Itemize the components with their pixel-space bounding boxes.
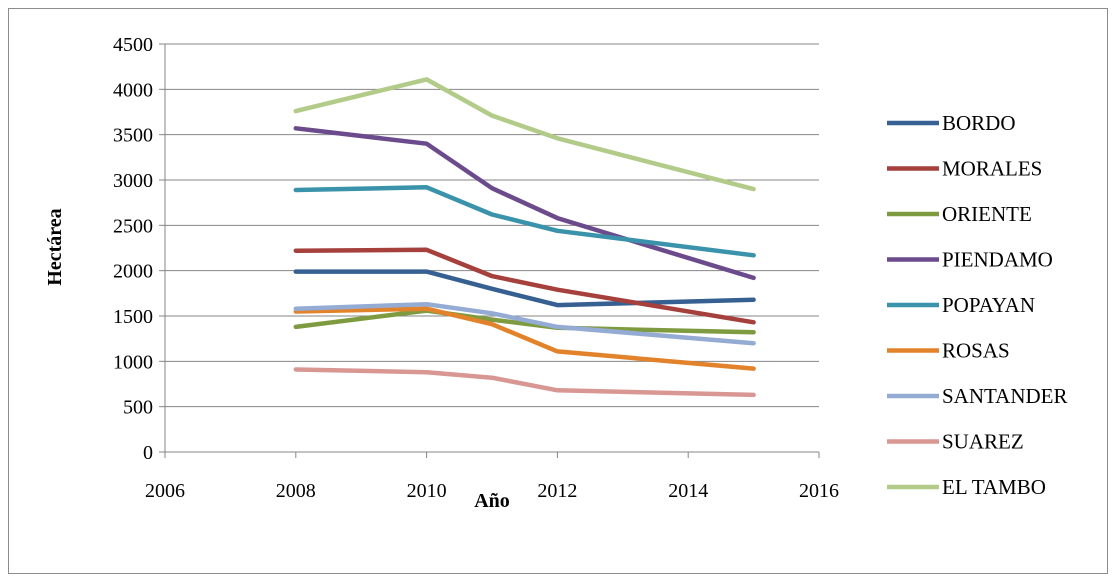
legend-label: BORDO (942, 111, 1016, 135)
x-tick-label: 2014 (668, 480, 708, 502)
series-line-el-tambo (293, 77, 756, 192)
y-tick-label: 1000 (113, 351, 153, 373)
y-tick-label: 4000 (113, 79, 153, 101)
series-line-oriente (293, 308, 756, 335)
x-tick-labels: 2006 2008 2010 2012 2014 2016 (145, 480, 839, 502)
legend-label: SUAREZ (942, 430, 1024, 454)
y-tick-label: 0 (143, 442, 153, 464)
y-tick-label: 500 (123, 397, 153, 419)
series-line-morales (293, 247, 756, 325)
series-line-rosas (293, 306, 756, 371)
y-tick-label: 3000 (113, 170, 153, 192)
line-chart: 0 500 1000 1500 2000 2500 3000 3500 4000 4500 200… (44, 34, 1068, 512)
legend-label: ROSAS (942, 339, 1010, 363)
chart-area: 0 500 1000 1500 2000 2500 3000 3500 4000 4500 200… (8, 8, 1108, 574)
legend-label: ORIENTE (942, 202, 1032, 226)
x-tick-label: 2010 (407, 480, 447, 502)
legend-label: MORALES (942, 157, 1042, 181)
series-line-popayan (293, 185, 756, 258)
series-lines (293, 77, 756, 398)
y-tick-label: 2000 (113, 261, 153, 283)
series-line-bordo (293, 269, 756, 308)
axes (159, 43, 820, 458)
series-line-santander (293, 301, 756, 346)
y-tick-labels: 0 500 1000 1500 2000 2500 3000 3500 4000 4500 (113, 34, 153, 464)
series-line-suarez (293, 367, 756, 398)
legend-label: SANTANDER (942, 384, 1068, 408)
x-tick-label: 2006 (145, 480, 185, 502)
y-tick-label: 3500 (113, 125, 153, 147)
y-tick-label: 2500 (113, 215, 153, 237)
legend-label: POPAYAN (942, 293, 1035, 317)
y-tick-label: 1500 (113, 306, 153, 328)
x-tick-label: 2008 (276, 480, 316, 502)
gridlines (165, 43, 819, 453)
legend: BORDO MORALES ORIENTE PIENDAMO POPAYAN ROSAS S… (887, 111, 1068, 499)
x-axis-title: Año (474, 490, 510, 512)
series-line-piendamo (293, 126, 756, 281)
x-tick-label: 2016 (799, 480, 839, 502)
x-tick-label: 2012 (537, 480, 577, 502)
y-tick-label: 4500 (113, 34, 153, 56)
y-axis-title: Hectárea (44, 208, 66, 285)
legend-label: PIENDAMO (942, 248, 1053, 272)
legend-label: EL TAMBO (942, 475, 1046, 499)
